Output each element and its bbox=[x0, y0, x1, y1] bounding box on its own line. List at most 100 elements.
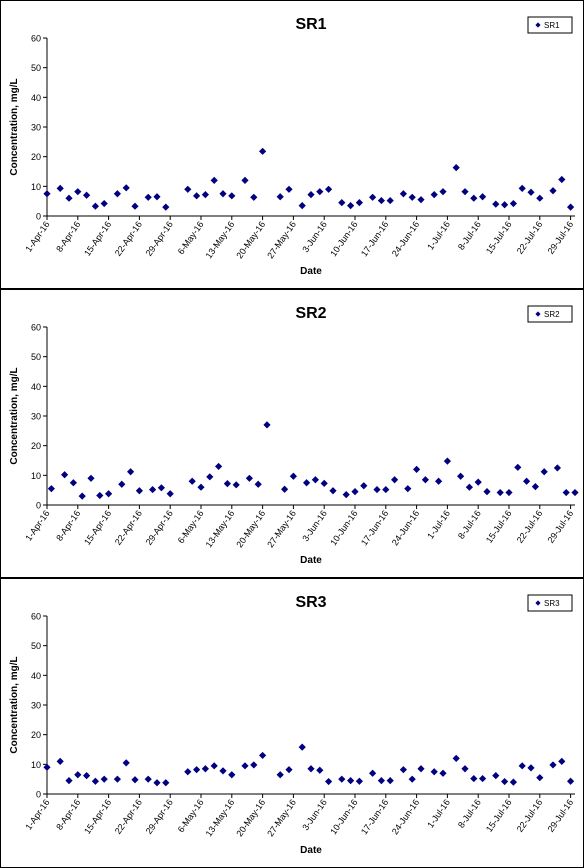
data-point bbox=[303, 479, 311, 487]
legend: SR3 bbox=[527, 594, 573, 612]
x-axis-label: Date bbox=[300, 555, 322, 566]
y-tick-label: 60 bbox=[31, 612, 41, 622]
data-point bbox=[338, 775, 346, 783]
data-point bbox=[153, 779, 161, 787]
data-point bbox=[549, 761, 557, 769]
data-point bbox=[399, 766, 407, 774]
chart-panel-sr2: SR2 0 10 20 30 40 50 60 1-Apr-16 8-Apr-16 15-Apr-1… bbox=[0, 289, 584, 578]
data-point bbox=[311, 476, 319, 484]
y-tick-label: 20 bbox=[31, 152, 41, 162]
data-point bbox=[201, 191, 209, 199]
x-tick-label: 8-Jul-16 bbox=[456, 797, 483, 829]
data-point bbox=[470, 194, 478, 202]
x-tick-label: 22-Jul-16 bbox=[515, 797, 545, 833]
data-point bbox=[281, 485, 289, 493]
data-point bbox=[329, 487, 337, 495]
data-point bbox=[78, 492, 86, 500]
data-point bbox=[285, 185, 293, 193]
x-tick-label: 15-Apr-16 bbox=[82, 508, 113, 547]
data-point bbox=[492, 772, 500, 780]
data-point bbox=[122, 184, 130, 192]
data-point bbox=[241, 762, 249, 770]
data-point bbox=[382, 485, 390, 494]
data-point bbox=[479, 774, 487, 783]
data-point bbox=[285, 766, 293, 774]
x-tick-label: 17-Jun-16 bbox=[359, 219, 390, 258]
data-point bbox=[157, 484, 165, 492]
x-tick-label: 10-Jun-16 bbox=[328, 219, 359, 258]
x-tick-label: 15-Apr-16 bbox=[82, 797, 113, 836]
data-point bbox=[540, 468, 548, 476]
data-point bbox=[166, 490, 174, 498]
legend-marker bbox=[535, 22, 541, 28]
data-point bbox=[369, 769, 377, 777]
data-point bbox=[74, 188, 82, 196]
data-point bbox=[417, 765, 425, 773]
data-point bbox=[439, 188, 447, 196]
data-point bbox=[245, 474, 253, 482]
data-point bbox=[219, 190, 227, 198]
data-point bbox=[144, 775, 152, 783]
data-point bbox=[228, 771, 236, 779]
data-point bbox=[105, 490, 113, 498]
x-tick-label: 13-May-16 bbox=[204, 797, 237, 838]
data-point bbox=[149, 485, 157, 494]
x-tick-label: 3-Jun-16 bbox=[300, 219, 329, 254]
data-point bbox=[56, 184, 64, 193]
data-point bbox=[276, 193, 284, 201]
data-point bbox=[474, 478, 482, 486]
x-tick-label: 6-May-16 bbox=[176, 219, 206, 256]
data-point bbox=[518, 762, 526, 770]
data-point bbox=[259, 751, 267, 760]
data-point bbox=[289, 472, 297, 480]
data-point bbox=[347, 202, 355, 210]
y-tick-label: 60 bbox=[31, 34, 41, 44]
data-point bbox=[417, 196, 425, 204]
data-point bbox=[452, 754, 460, 762]
y-tick-label: 40 bbox=[31, 93, 41, 103]
data-point bbox=[496, 488, 504, 497]
y-axis-label: Concentration, mg/L bbox=[9, 367, 20, 464]
chart-panel-sr1: SR1 0 10 20 30 40 50 60 1-Apr-16 8-Apr-16 15-Apr-1… bbox=[0, 0, 584, 289]
data-point bbox=[386, 196, 394, 205]
data-point bbox=[61, 471, 69, 479]
data-point bbox=[184, 768, 192, 776]
data-point bbox=[298, 743, 306, 751]
data-point bbox=[100, 199, 108, 208]
x-tick-label: 27-May-16 bbox=[265, 508, 298, 549]
data-point bbox=[43, 763, 51, 771]
data-point bbox=[263, 421, 271, 429]
legend-box bbox=[527, 594, 573, 612]
data-point bbox=[567, 203, 575, 211]
legend-box bbox=[527, 16, 573, 34]
data-point bbox=[188, 477, 196, 485]
data-point bbox=[206, 473, 214, 481]
data-point bbox=[219, 767, 227, 775]
x-tick-label: 27-May-16 bbox=[265, 797, 298, 838]
data-point bbox=[162, 203, 170, 211]
data-point bbox=[100, 775, 108, 783]
data-point bbox=[536, 194, 544, 202]
data-point bbox=[391, 476, 399, 484]
x-axis-label: Date bbox=[300, 845, 322, 856]
data-point bbox=[135, 487, 143, 495]
data-point bbox=[549, 187, 557, 195]
y-tick-label: 50 bbox=[31, 352, 41, 362]
y-axis-label: Concentration, mg/L bbox=[9, 78, 20, 175]
data-point bbox=[518, 184, 526, 193]
data-point bbox=[377, 777, 385, 785]
data-point bbox=[527, 188, 535, 196]
data-point bbox=[523, 477, 531, 485]
data-point bbox=[399, 190, 407, 198]
data-point bbox=[514, 463, 522, 471]
data-point bbox=[307, 765, 315, 773]
data-point bbox=[558, 757, 566, 765]
y-tick-label: 30 bbox=[31, 701, 41, 711]
x-tick-label: 3-Jun-16 bbox=[300, 797, 329, 832]
data-point bbox=[369, 193, 377, 201]
data-point bbox=[501, 777, 509, 786]
data-point bbox=[298, 202, 306, 210]
x-axis-label: Date bbox=[300, 266, 322, 277]
data-point bbox=[250, 761, 258, 769]
data-point bbox=[505, 488, 513, 497]
